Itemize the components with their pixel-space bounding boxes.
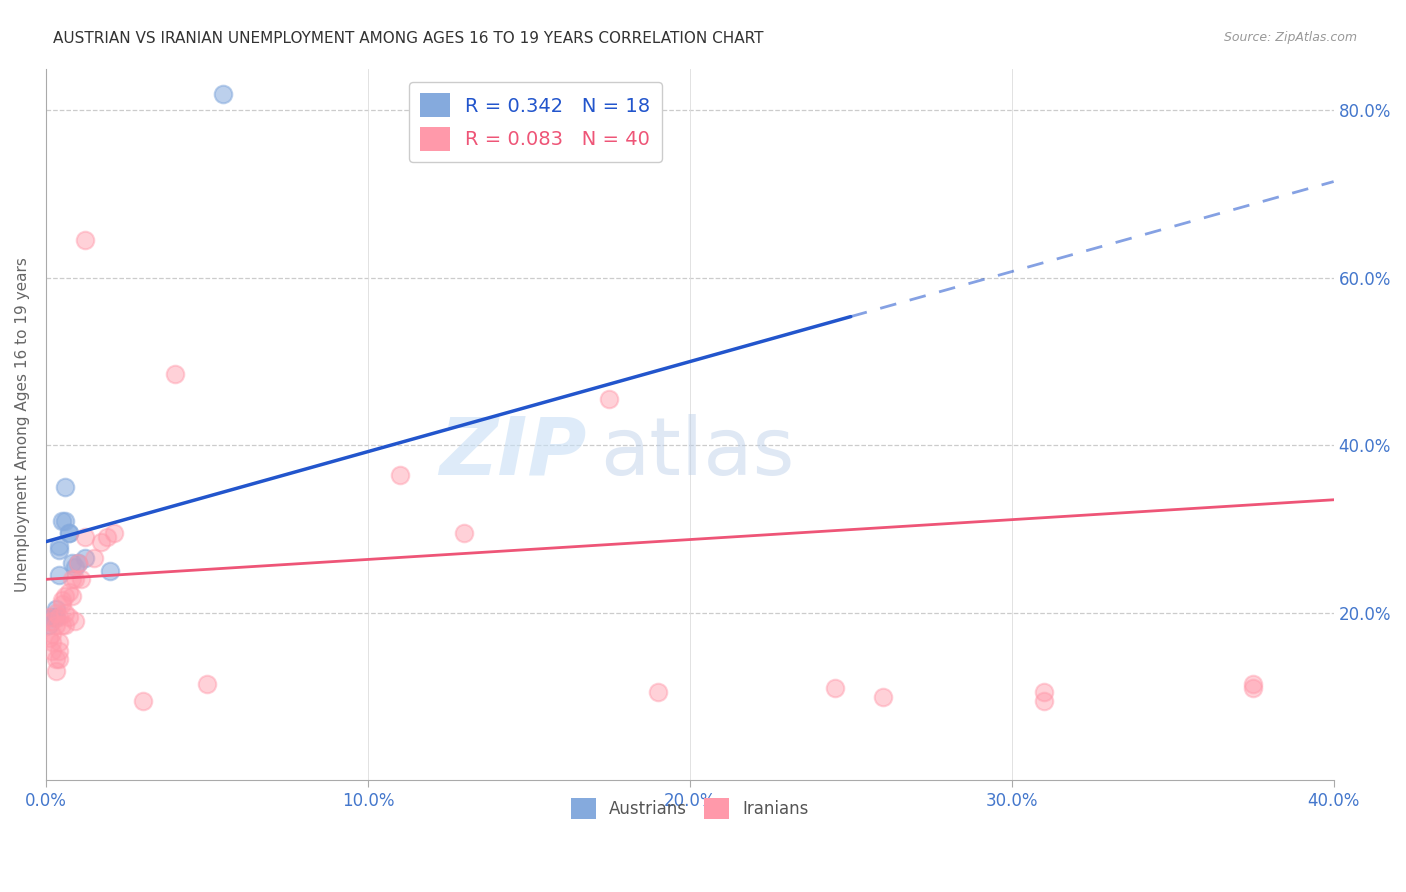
Point — [51, 618, 73, 632]
Point — [45, 618, 67, 632]
Point — [41, 626, 63, 640]
Point — [1032, 685, 1054, 699]
Point — [195, 677, 218, 691]
Point — [83, 551, 105, 566]
Point — [53, 589, 76, 603]
Point — [63, 559, 86, 574]
Point — [48, 539, 70, 553]
Point — [73, 233, 96, 247]
Point — [45, 606, 67, 620]
Point — [45, 652, 67, 666]
Point — [53, 618, 76, 632]
Point — [45, 665, 67, 679]
Point — [60, 572, 83, 586]
Point — [51, 514, 73, 528]
Point — [67, 556, 90, 570]
Point — [163, 367, 186, 381]
Point — [48, 543, 70, 558]
Point — [48, 568, 70, 582]
Point — [53, 514, 76, 528]
Point — [63, 572, 86, 586]
Point — [872, 690, 894, 704]
Point — [45, 601, 67, 615]
Legend: Austrians, Iranians: Austrians, Iranians — [564, 792, 815, 825]
Point — [131, 694, 153, 708]
Point — [63, 614, 86, 628]
Point — [453, 526, 475, 541]
Point — [598, 392, 620, 407]
Point — [1032, 694, 1054, 708]
Y-axis label: Unemployment Among Ages 16 to 19 years: Unemployment Among Ages 16 to 19 years — [15, 257, 30, 592]
Point — [212, 87, 235, 101]
Point — [41, 635, 63, 649]
Point — [1241, 677, 1264, 691]
Point — [48, 610, 70, 624]
Point — [53, 606, 76, 620]
Point — [48, 643, 70, 657]
Point — [73, 531, 96, 545]
Point — [67, 556, 90, 570]
Point — [90, 534, 112, 549]
Text: Source: ZipAtlas.com: Source: ZipAtlas.com — [1223, 31, 1357, 45]
Point — [51, 598, 73, 612]
Point — [60, 589, 83, 603]
Point — [70, 572, 93, 586]
Point — [96, 531, 118, 545]
Point — [41, 614, 63, 628]
Point — [389, 467, 412, 482]
Point — [98, 564, 121, 578]
Point — [38, 631, 60, 645]
Point — [1241, 681, 1264, 696]
Point — [48, 635, 70, 649]
Text: ZIP: ZIP — [440, 414, 586, 491]
Text: AUSTRIAN VS IRANIAN UNEMPLOYMENT AMONG AGES 16 TO 19 YEARS CORRELATION CHART: AUSTRIAN VS IRANIAN UNEMPLOYMENT AMONG A… — [53, 31, 763, 46]
Point — [51, 593, 73, 607]
Point — [647, 685, 669, 699]
Point — [48, 652, 70, 666]
Point — [45, 610, 67, 624]
Point — [58, 526, 80, 541]
Point — [38, 610, 60, 624]
Point — [58, 610, 80, 624]
Point — [58, 526, 80, 541]
Point — [824, 681, 846, 696]
Point — [103, 526, 125, 541]
Point — [58, 585, 80, 599]
Point — [41, 610, 63, 624]
Point — [53, 480, 76, 494]
Text: atlas: atlas — [600, 414, 794, 491]
Point — [73, 551, 96, 566]
Point — [60, 556, 83, 570]
Point — [38, 618, 60, 632]
Point — [41, 643, 63, 657]
